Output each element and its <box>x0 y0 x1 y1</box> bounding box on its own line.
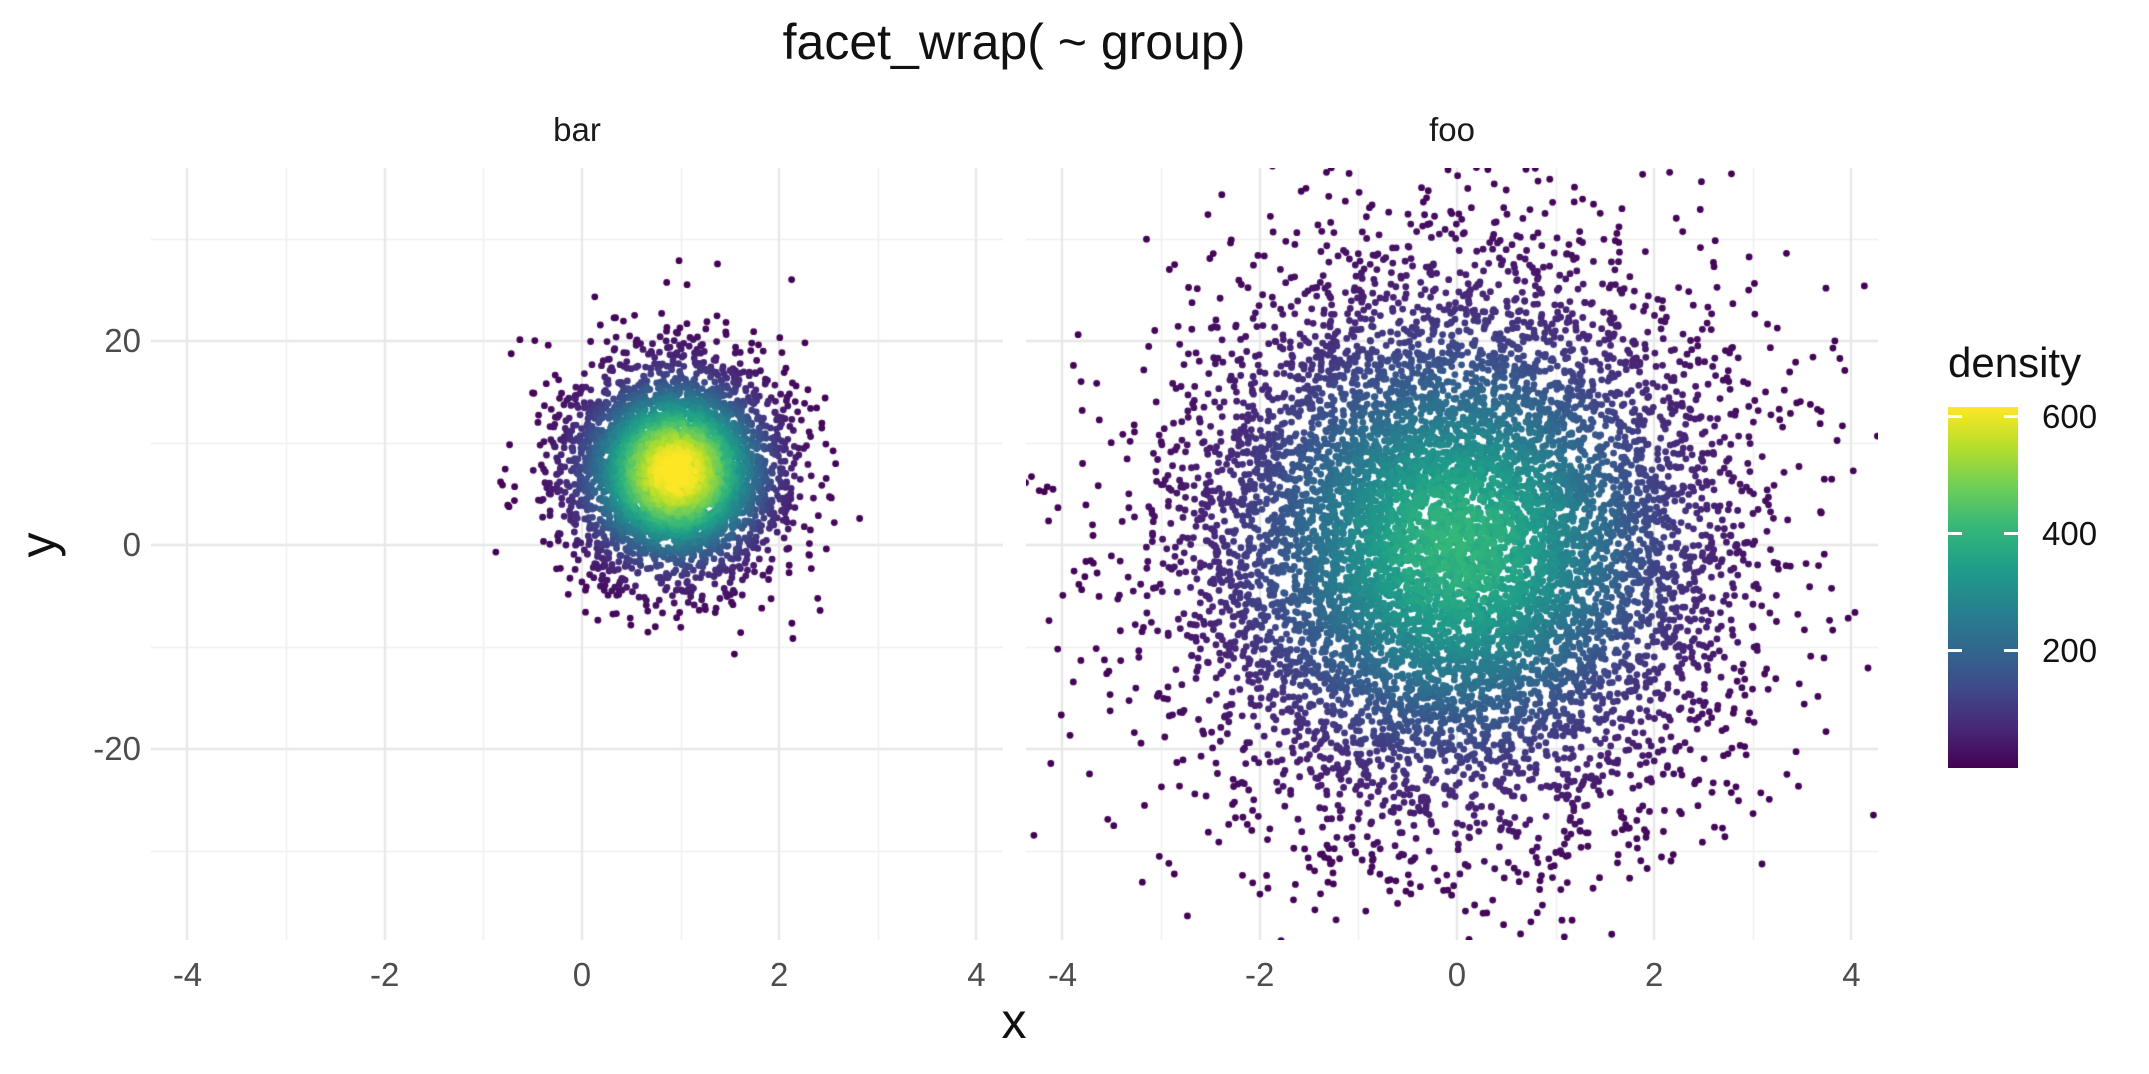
x-tick-label-panel1--4: -4 <box>172 956 203 993</box>
legend-title: density <box>1948 339 2082 386</box>
legend-label-600: 600 <box>2042 397 2098 435</box>
legend-colorbar-tick-400-left <box>1948 532 1962 536</box>
plot-title: facet_wrap( ~ group) <box>782 14 1246 70</box>
legend-colorbar-tick-400-right <box>2004 532 2018 536</box>
x-tick-label-panel2-2: 2 <box>1644 956 1664 993</box>
legend-colorbar-tick-200-right <box>2004 649 2018 653</box>
x-tick-label-panel1-2: 2 <box>769 956 789 993</box>
facet-strip-bar: bar <box>553 111 601 148</box>
x-tick-label-panel2-0: 0 <box>1447 956 1467 993</box>
legend-label-400: 400 <box>2042 514 2098 552</box>
y-tick-label-0: 0 <box>122 525 141 563</box>
x-tick-label-panel1--2: -2 <box>370 956 400 993</box>
x-tick-label-panel1-4: 4 <box>967 956 986 993</box>
facet-panel-bar <box>151 168 1003 940</box>
legend-colorbar <box>1948 407 2018 768</box>
y-tick-label-20: 20 <box>104 321 141 359</box>
facet-strip-foo: foo <box>1429 111 1475 148</box>
legend-colorbar-tick-600-right <box>2004 415 2018 419</box>
x-tick-label-panel2-4: 4 <box>1842 956 1861 993</box>
legend-colorbar-tick-600-left <box>1948 415 1962 419</box>
x-tick-label-panel2--2: -2 <box>1245 956 1275 993</box>
x-tick-label-panel1-0: 0 <box>572 956 592 993</box>
legend-label-200: 200 <box>2042 631 2098 669</box>
legend-colorbar-tick-200-left <box>1948 649 1962 653</box>
y-tick-label--20: -20 <box>93 729 141 767</box>
x-tick-label-panel2--4: -4 <box>1047 956 1078 993</box>
facet-panel-foo <box>1026 168 1878 940</box>
x-axis-title: x <box>1001 993 1027 1049</box>
